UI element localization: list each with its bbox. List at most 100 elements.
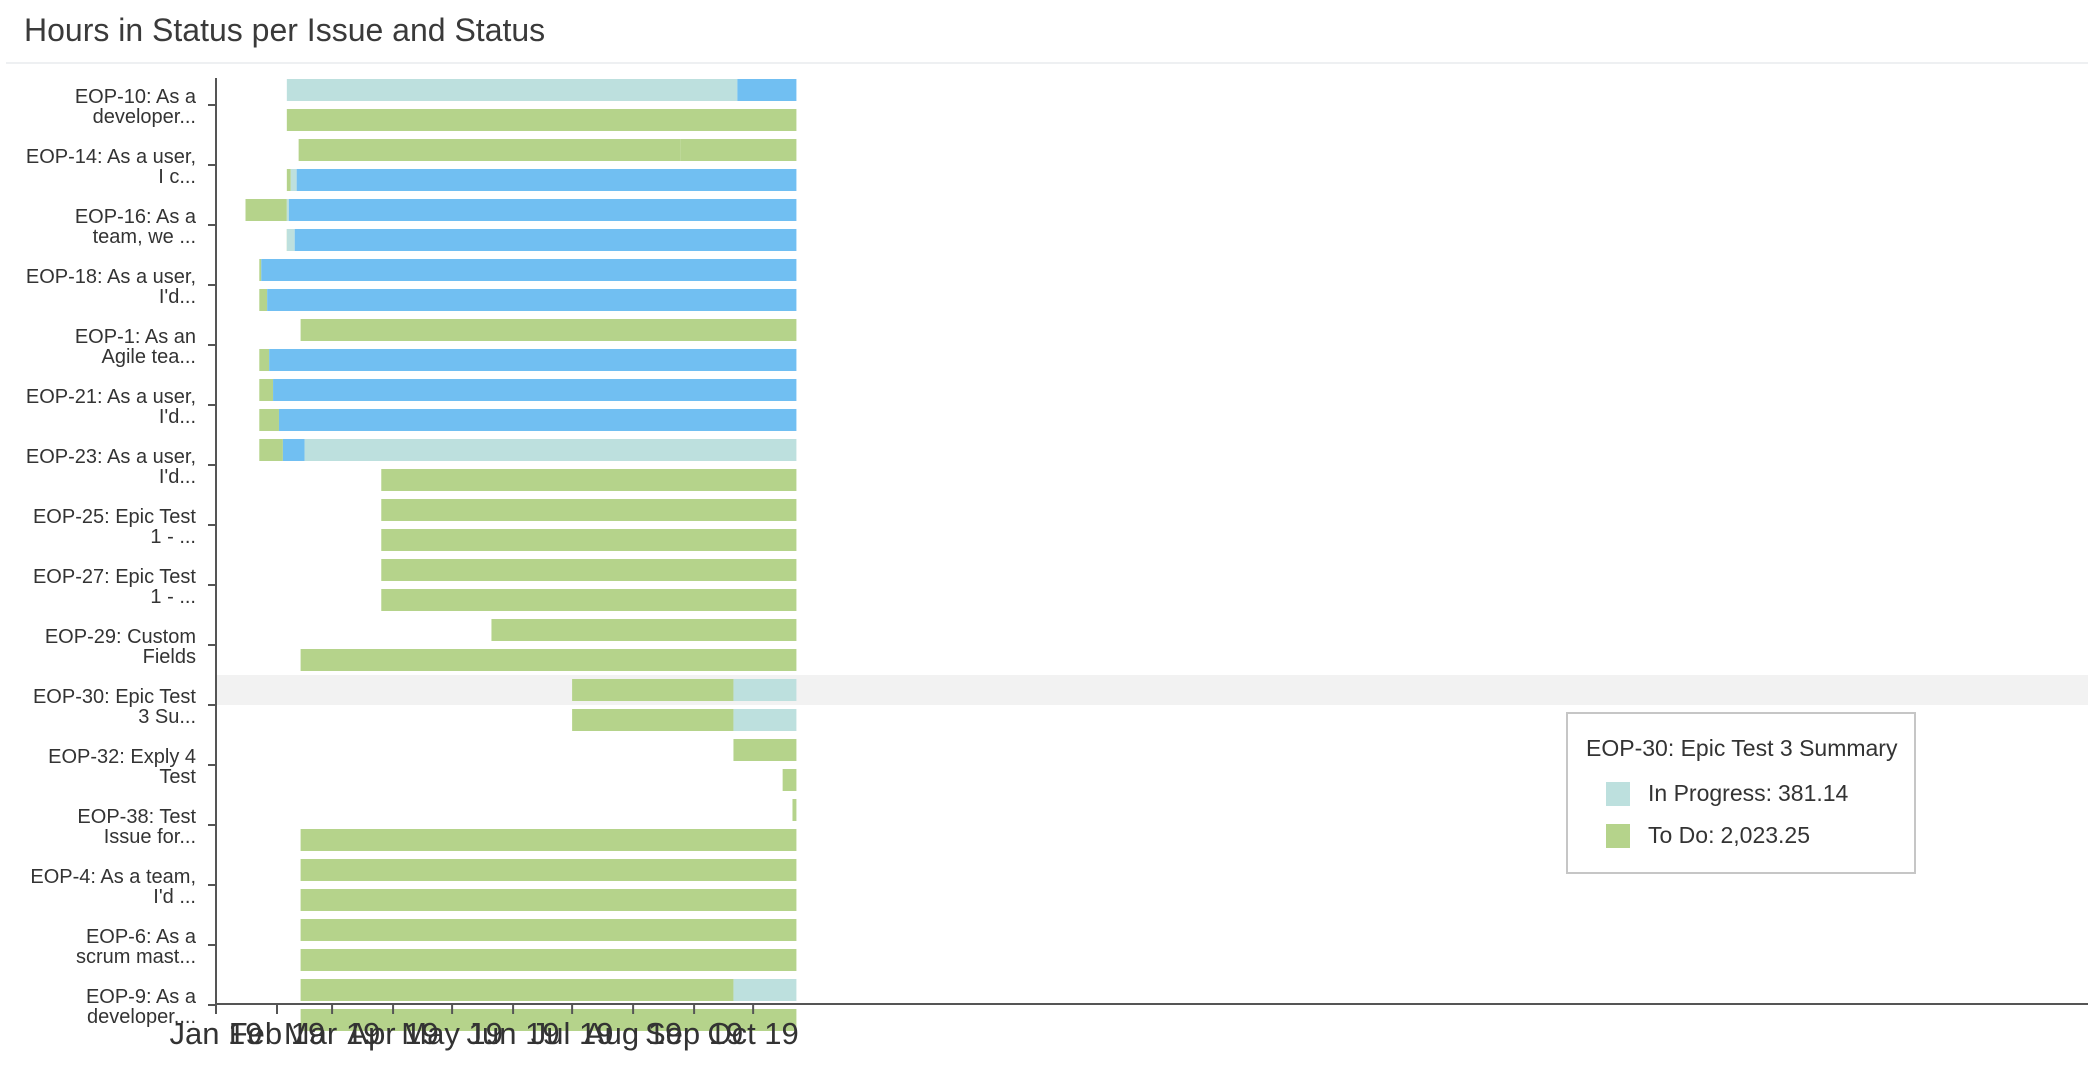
x-tick-label: Aug 19 [584, 1016, 682, 1051]
y-tick-label-line2: team, we ... [93, 226, 196, 248]
y-tick-label-line2: I'd... [159, 286, 196, 308]
x-tick-label: Jun 19 [467, 1016, 560, 1051]
x-tick-label: Sep 19 [645, 1016, 743, 1051]
y-tick-label-line2: I'd... [159, 466, 196, 488]
bar-segment-in-progress [733, 709, 797, 731]
bar-segment-to-do [300, 319, 797, 341]
bar-segment-to-do [381, 559, 797, 581]
bar-segment-to-do [300, 949, 797, 971]
x-tick-label: Apr 19 [347, 1016, 438, 1051]
y-tick-label: EOP-27: Epic Test [33, 566, 196, 588]
bar-segment-done [282, 439, 305, 461]
x-tick-label: May 19 [401, 1016, 503, 1051]
bar-segment-in-progress [733, 679, 797, 701]
bar-segment-to-do [300, 859, 797, 881]
bar-segment-to-do [298, 139, 681, 161]
y-tick-label: EOP-9: As a [86, 986, 197, 1008]
y-tick-label-line2: scrum mast... [76, 946, 196, 968]
bar-segment-to-do [300, 829, 797, 851]
bar-segment-to-do [381, 499, 797, 521]
bar-segment-to-do [300, 1009, 797, 1031]
y-tick-label-line2: I'd... [159, 406, 196, 428]
bar-segment-in-progress [286, 79, 738, 101]
bar-segment-to-do [259, 439, 283, 461]
y-tick-label-line2: developer... [93, 106, 196, 128]
axes-layer [208, 78, 2088, 1014]
to-do-swatch [1606, 824, 1630, 848]
tooltip-item-label: To Do: [1648, 822, 1715, 848]
bar-segment-in-progress [290, 169, 297, 191]
y-tick-label: EOP-32: Exply 4 [48, 746, 196, 768]
bar-segment-to-do [286, 109, 797, 131]
bar-segment-done [267, 289, 797, 311]
y-tick-label: EOP-29: Custom [45, 626, 196, 648]
bar-segment-to-do [259, 349, 270, 371]
y-tick-label-line2: 3 Su... [138, 706, 196, 728]
y-tick-label: EOP-1: As an [75, 326, 196, 348]
y-tick-label: EOP-4: As a team, [30, 866, 196, 888]
tooltip-title: EOP-30: Epic Test 3 Summary [1586, 735, 1898, 761]
y-tick-label-line2: Agile tea... [101, 346, 196, 368]
bar-segment-to-do [381, 529, 797, 551]
x-tick-label: Jan 19 [169, 1016, 262, 1051]
in-progress-swatch [1606, 782, 1630, 806]
bar-segment-to-do [680, 139, 797, 161]
x-tick-label: Feb 19 [229, 1016, 326, 1051]
bar-segment-in-progress [286, 199, 289, 221]
y-tick-label-line2: 1 - ... [150, 526, 196, 548]
bar-segment-to-do [259, 409, 279, 431]
bar-segment-done [269, 349, 797, 371]
y-tick-label: EOP-25: Epic Test [33, 506, 196, 528]
tooltip-item-value: 2,023.25 [1720, 822, 1811, 848]
bar-segment-in-progress [733, 979, 797, 1001]
tooltip-item-label: In Progress: [1648, 780, 1772, 806]
bar-segment-to-do [733, 739, 797, 761]
x-tick-label: Jul 19 [531, 1016, 614, 1051]
bar-segment-to-do [792, 799, 797, 821]
y-tick-label-line2: Fields [143, 646, 196, 668]
bar-segment-to-do [259, 289, 268, 311]
x-tick-label: Mar 19 [284, 1016, 380, 1051]
y-tick-label: EOP-21: As a user, [26, 386, 196, 408]
y-tick-label: EOP-14: As a user, [26, 146, 196, 168]
bar-segment-to-do [300, 919, 797, 941]
y-tick-label-line2: 1 - ... [150, 586, 196, 608]
hover-tooltip: EOP-30: Epic Test 3 Summary In Progress:… [1566, 712, 1916, 874]
y-tick-label: EOP-6: As a [86, 926, 197, 948]
bar-segment-done [294, 229, 797, 251]
bar-segment-to-do [259, 379, 274, 401]
y-tick-label-line2: Test [159, 766, 196, 788]
y-tick-label: EOP-16: As a [75, 206, 197, 228]
y-tick-label: EOP-38: Test [77, 806, 196, 828]
y-tick-label-line2: I'd ... [153, 886, 196, 908]
bar-segment-to-do [381, 589, 797, 611]
y-tick-label-line2: Issue for... [104, 826, 196, 848]
bar-segment-to-do [782, 769, 797, 791]
bar-segment-to-do [300, 979, 734, 1001]
bar-segment-done [296, 169, 797, 191]
bar-segment-done [737, 79, 797, 101]
y-tick-label-line2: developer,... [87, 1006, 196, 1028]
panel-title: Hours in Status per Issue and Status [24, 12, 546, 48]
bar-segment-in-progress [286, 229, 295, 251]
y-tick-label: EOP-30: Epic Test [33, 686, 196, 708]
bar-segment-done [273, 379, 797, 401]
bar-segment-to-do [259, 259, 262, 281]
bar-segment-done [261, 259, 797, 281]
hover-band [216, 675, 2088, 705]
y-tick-label: EOP-23: As a user, [26, 446, 196, 468]
bar-segment-to-do [286, 169, 291, 191]
bar-segment-to-do [572, 679, 734, 701]
panel-header: Hours in Status per Issue and Status [6, 0, 2088, 64]
bars-layer [245, 79, 797, 1031]
bar-segment-done [278, 409, 797, 431]
bar-segment-done [288, 199, 797, 221]
hover-band-layer [216, 675, 2088, 705]
bar-segment-to-do [245, 199, 287, 221]
bar-segment-to-do [381, 469, 797, 491]
bar-segment-in-progress [304, 439, 797, 461]
y-tick-label: EOP-18: As a user, [26, 266, 196, 288]
